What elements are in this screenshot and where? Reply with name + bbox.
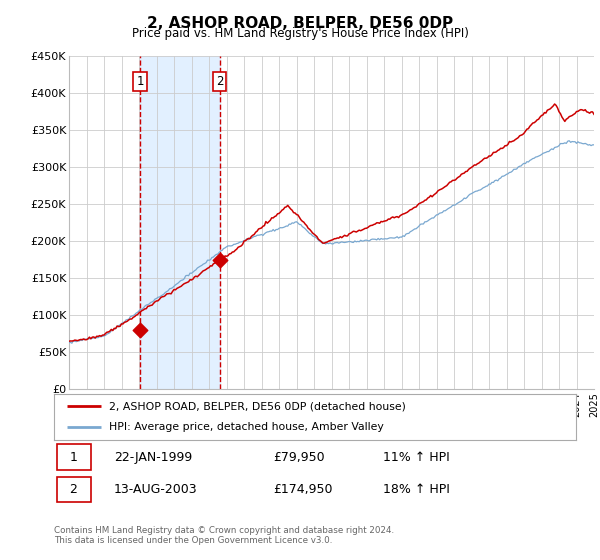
Text: HPI: Average price, detached house, Amber Valley: HPI: Average price, detached house, Ambe… bbox=[109, 422, 383, 432]
Text: 11% ↑ HPI: 11% ↑ HPI bbox=[383, 451, 449, 464]
Text: 1: 1 bbox=[70, 451, 77, 464]
Text: 1: 1 bbox=[136, 76, 144, 88]
Text: This data is licensed under the Open Government Licence v3.0.: This data is licensed under the Open Gov… bbox=[54, 536, 332, 545]
Text: 2: 2 bbox=[216, 76, 224, 88]
Text: £79,950: £79,950 bbox=[273, 451, 325, 464]
FancyBboxPatch shape bbox=[56, 444, 91, 470]
Text: Price paid vs. HM Land Registry's House Price Index (HPI): Price paid vs. HM Land Registry's House … bbox=[131, 27, 469, 40]
Bar bbox=[140, 56, 220, 389]
Text: 18% ↑ HPI: 18% ↑ HPI bbox=[383, 483, 450, 496]
FancyBboxPatch shape bbox=[56, 477, 91, 502]
Text: 22-JAN-1999: 22-JAN-1999 bbox=[114, 451, 192, 464]
Text: 2: 2 bbox=[70, 483, 77, 496]
Text: £174,950: £174,950 bbox=[273, 483, 333, 496]
Text: Contains HM Land Registry data © Crown copyright and database right 2024.: Contains HM Land Registry data © Crown c… bbox=[54, 526, 394, 535]
Text: 2, ASHOP ROAD, BELPER, DE56 0DP: 2, ASHOP ROAD, BELPER, DE56 0DP bbox=[147, 16, 453, 31]
Text: 2, ASHOP ROAD, BELPER, DE56 0DP (detached house): 2, ASHOP ROAD, BELPER, DE56 0DP (detache… bbox=[109, 401, 406, 411]
Point bbox=[135, 325, 145, 334]
Point bbox=[215, 255, 224, 264]
Text: 13-AUG-2003: 13-AUG-2003 bbox=[114, 483, 197, 496]
